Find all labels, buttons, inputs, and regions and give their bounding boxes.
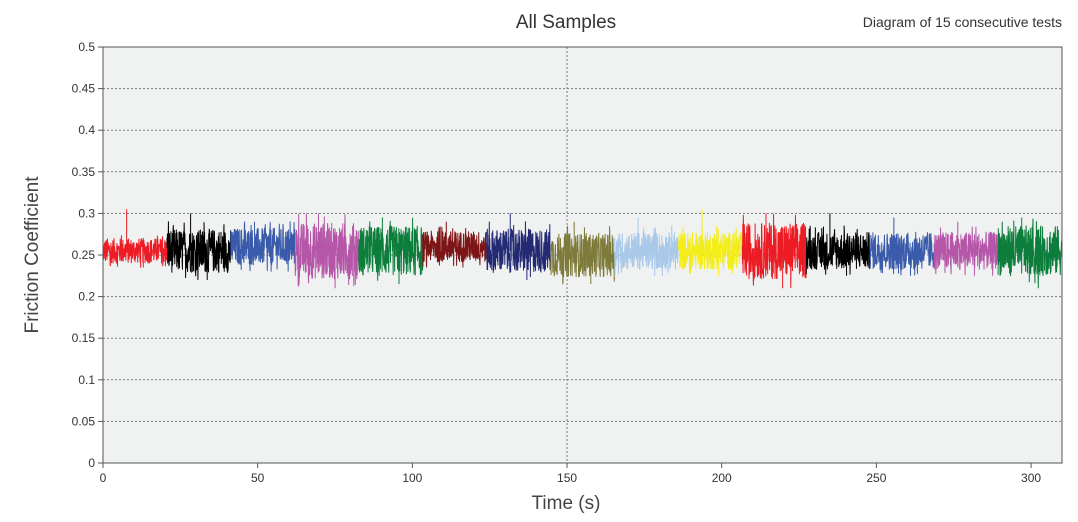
y-tick-label: 0.35 — [72, 165, 96, 179]
chart-title: All Samples — [516, 12, 616, 33]
x-tick-label: 0 — [100, 471, 107, 485]
x-tick-label: 300 — [1021, 471, 1041, 485]
series-line-8 — [550, 221, 615, 285]
x-axis-label: Time (s) — [532, 493, 601, 514]
y-tick-label: 0.2 — [78, 290, 95, 304]
y-tick-label: 0.05 — [72, 414, 96, 428]
x-tick-label: 250 — [866, 471, 886, 485]
x-tick-label: 150 — [557, 471, 577, 485]
series-line-11 — [741, 213, 807, 289]
x-tick-label: 200 — [712, 471, 732, 485]
y-tick-label: 0.25 — [72, 248, 96, 262]
y-tick-label: 0.4 — [78, 123, 95, 137]
series-line-9 — [614, 217, 679, 277]
y-axis-label: Friction Coefficient — [22, 176, 43, 334]
series-line-1 — [102, 209, 168, 268]
series-line-4 — [294, 213, 360, 289]
y-tick-label: 0.15 — [72, 331, 96, 345]
y-tick-label: 0.45 — [72, 82, 96, 96]
series-line-2 — [166, 213, 232, 280]
series-line-14 — [933, 221, 999, 276]
y-tick-label: 0.3 — [78, 206, 95, 220]
y-tick-label: 0.5 — [78, 40, 95, 54]
series-line-5 — [358, 217, 424, 285]
series-line-3 — [230, 221, 296, 272]
x-tick-label: 50 — [251, 471, 265, 485]
y-tick-label: 0 — [88, 456, 95, 470]
series-group — [102, 209, 1063, 289]
y-axis-ticks: 0 0.05 0.1 0.15 0.2 0.25 0.3 0.35 0.4 0.45 0.5 — [72, 40, 103, 470]
series-line-15 — [997, 217, 1063, 289]
y-tick-label: 0.1 — [78, 373, 95, 387]
x-tick-label: 100 — [402, 471, 422, 485]
series-line-6 — [422, 221, 487, 268]
series-line-10 — [677, 209, 743, 276]
series-line-7 — [486, 213, 552, 280]
chart-subtitle: Diagram of 15 consecutive tests — [863, 14, 1062, 30]
series-line-12 — [805, 213, 871, 276]
x-axis-ticks: 0 50 100 150 200 250 300 — [100, 463, 1041, 485]
series-line-13 — [869, 217, 935, 276]
